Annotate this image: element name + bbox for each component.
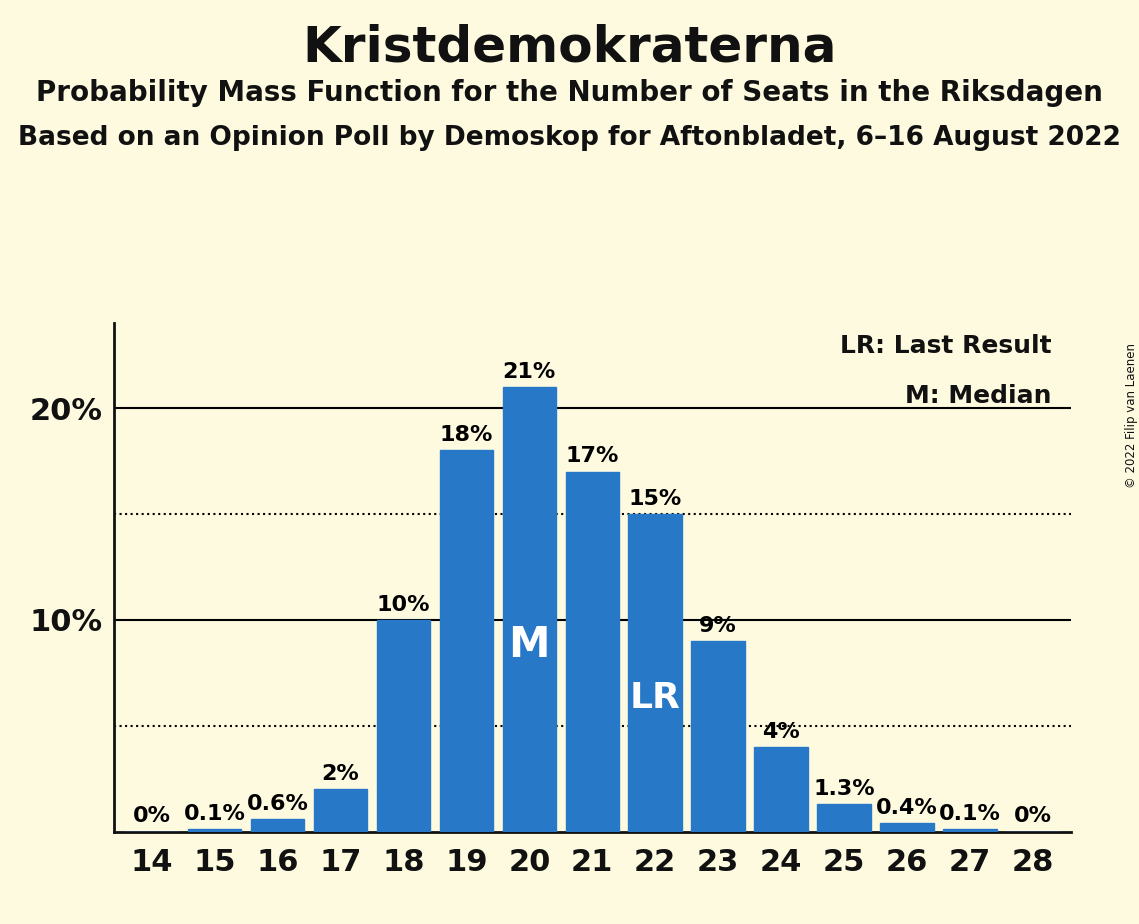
Text: 18%: 18% [440, 425, 493, 445]
Text: 21%: 21% [502, 361, 556, 382]
Text: LR: Last Result: LR: Last Result [839, 334, 1051, 358]
Text: LR: LR [630, 681, 681, 715]
Text: 9%: 9% [699, 615, 737, 636]
Text: 0%: 0% [132, 807, 171, 826]
Text: 4%: 4% [762, 722, 800, 742]
Text: 0%: 0% [1014, 807, 1052, 826]
Text: © 2022 Filip van Laenen: © 2022 Filip van Laenen [1124, 344, 1138, 488]
Text: 0.4%: 0.4% [876, 797, 937, 818]
Text: 15%: 15% [629, 489, 682, 509]
Bar [566, 471, 618, 832]
Text: M: M [509, 624, 550, 666]
Text: 10%: 10% [377, 594, 431, 614]
Text: Probability Mass Function for the Number of Seats in the Riksdagen: Probability Mass Function for the Number… [36, 79, 1103, 106]
Text: 17%: 17% [566, 446, 618, 467]
Bar [502, 387, 556, 832]
Text: 0.1%: 0.1% [183, 804, 246, 824]
Bar [754, 747, 808, 832]
Text: Kristdemokraterna: Kristdemokraterna [302, 23, 837, 71]
Text: Based on an Opinion Poll by Demoskop for Aftonbladet, 6–16 August 2022: Based on an Opinion Poll by Demoskop for… [18, 125, 1121, 151]
Text: 1.3%: 1.3% [813, 779, 875, 798]
Bar [943, 830, 997, 832]
Text: 0.1%: 0.1% [939, 804, 1001, 824]
Bar [818, 804, 871, 832]
Bar [251, 819, 304, 832]
Text: 2%: 2% [321, 764, 360, 784]
Bar [313, 789, 367, 832]
Bar [440, 450, 493, 832]
Bar [691, 641, 745, 832]
Text: M: Median: M: Median [906, 384, 1051, 408]
Bar [188, 830, 241, 832]
Bar [629, 514, 682, 832]
Text: 0.6%: 0.6% [247, 794, 309, 814]
Bar [880, 823, 934, 832]
Bar [377, 620, 431, 832]
